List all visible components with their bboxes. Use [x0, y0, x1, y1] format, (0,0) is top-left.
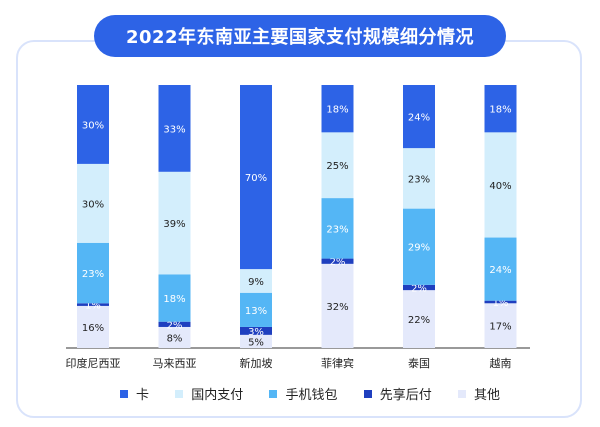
data-label: 33%	[163, 124, 185, 135]
bar-segment	[240, 326, 272, 335]
legend-item-wallet: 手机钱包	[269, 384, 337, 403]
bar-segment	[403, 148, 435, 209]
data-label: 2%	[330, 257, 346, 268]
legend-label-other: 其他	[473, 388, 500, 403]
data-label: 25%	[326, 161, 348, 172]
bar-segment	[484, 300, 517, 304]
legend-item-other: 其他	[457, 384, 500, 403]
bar-segment	[77, 305, 109, 348]
data-label: 16%	[82, 323, 104, 334]
data-label: 23%	[326, 224, 348, 235]
x-tick-label: 泰国	[408, 356, 430, 370]
bar-segment	[403, 85, 435, 149]
data-label: 22%	[408, 315, 430, 326]
bar-segment	[158, 171, 191, 275]
bar-segment	[484, 303, 517, 348]
data-label: 32%	[326, 302, 348, 313]
data-label: 24%	[408, 113, 430, 124]
legend-label-bnpl: 先享后付	[379, 388, 432, 403]
bar-segment	[158, 85, 191, 172]
bar-segment	[77, 163, 109, 243]
bar-segment	[484, 237, 517, 301]
data-label: 1%	[493, 298, 509, 309]
bar-segment	[403, 208, 435, 285]
data-label: 2%	[167, 320, 183, 331]
legend-swatch-bnpl	[363, 389, 372, 398]
x-tick-label: 菲律宾	[321, 356, 354, 370]
bar-segment	[240, 334, 272, 348]
data-label: 70%	[245, 173, 267, 184]
data-label: 24%	[489, 265, 511, 276]
legend-swatch-domestic	[175, 389, 184, 398]
x-tick-label: 越南	[490, 356, 512, 370]
data-label: 5%	[248, 337, 264, 348]
legend-item-bnpl: 先享后付	[363, 384, 432, 403]
x-tick-label: 印度尼西亚	[66, 356, 121, 370]
data-label: 3%	[248, 327, 264, 338]
bar-segment	[403, 290, 435, 348]
data-label: 30%	[82, 199, 104, 210]
legend-item-domestic: 国内支付	[175, 384, 243, 403]
legend-label-domestic: 国内支付	[191, 388, 244, 403]
legend-swatch-other	[457, 389, 466, 398]
bar-segment	[321, 85, 354, 133]
data-label: 18%	[489, 105, 511, 116]
data-label: 1%	[85, 301, 101, 312]
bar-segment	[484, 132, 517, 238]
bar-segment	[240, 269, 272, 293]
bar-segment	[77, 303, 109, 306]
data-label: 2%	[411, 284, 427, 295]
data-label: 18%	[326, 105, 348, 116]
bar-segment	[321, 198, 354, 259]
bar-segment	[403, 284, 435, 291]
data-label: 13%	[245, 306, 267, 317]
data-label: 39%	[163, 219, 185, 230]
legend-swatch-card	[120, 389, 128, 398]
data-label: 23%	[408, 174, 430, 185]
bar-segment	[321, 263, 354, 348]
x-tick-label: 新加坡	[240, 356, 273, 370]
bar-segment	[240, 292, 272, 327]
stacked-bar-chart: 16% 1% 23% 30% 30% 印度尼西亚 8% 2% 18% 39% 33% 马来西亚 5%3%…	[66, 85, 530, 370]
data-label: 9%	[248, 277, 264, 288]
bar-segment	[158, 326, 191, 348]
data-label: 30%	[82, 120, 104, 131]
legend: 卡 国内支付 手机钱包 先享后付 其他	[120, 384, 500, 403]
bar-segment	[484, 85, 517, 133]
bar-segment	[158, 321, 191, 327]
legend-label-wallet: 手机钱包	[285, 388, 338, 403]
data-label: 18%	[163, 294, 185, 305]
chart-title: 2022年东南亚主要国家支付规模细分情况	[94, 15, 506, 57]
data-label: 29%	[408, 243, 430, 254]
legend-item-card: 卡	[120, 384, 149, 403]
legend-swatch-wallet	[269, 389, 278, 398]
bar-segment	[77, 242, 109, 304]
data-label: 8%	[167, 333, 183, 344]
bar-segment	[240, 85, 272, 270]
bar-segment	[321, 132, 354, 199]
data-label: 40%	[489, 181, 511, 192]
x-tick-label: 马来西亚	[153, 357, 197, 370]
bar-segment	[77, 85, 109, 164]
legend-label-card: 卡	[136, 388, 150, 403]
data-label: 17%	[489, 322, 511, 333]
bar-segment	[158, 274, 191, 322]
data-label: 23%	[82, 269, 104, 280]
bar-segment	[321, 258, 354, 264]
